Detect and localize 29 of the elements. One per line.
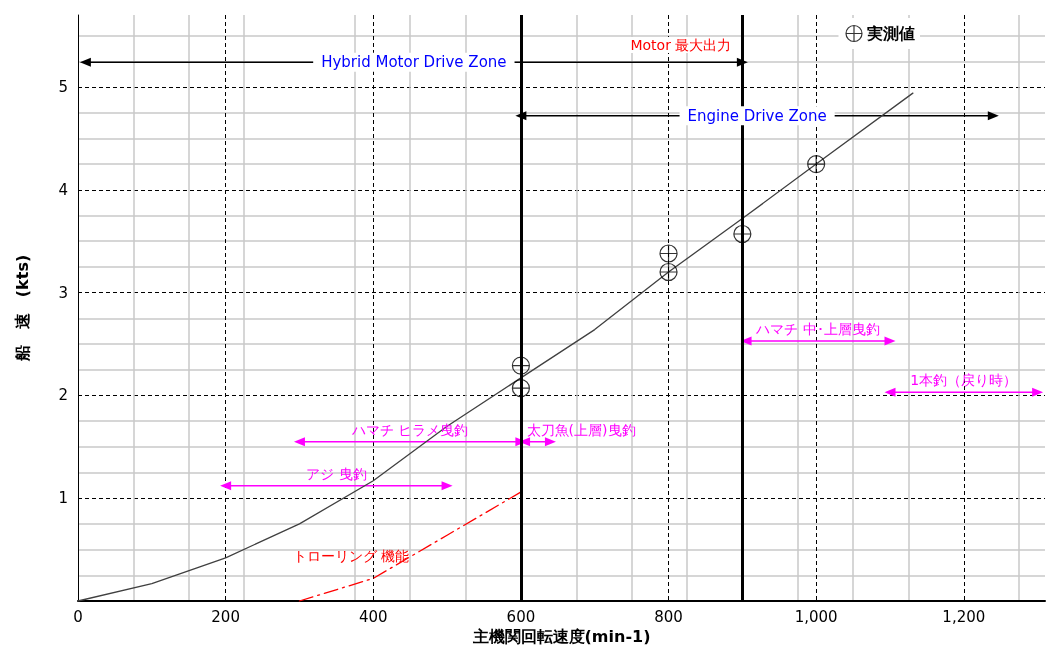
series-label: 1本釣（戻り時） xyxy=(910,372,1018,389)
x-tick-label: 0 xyxy=(73,607,83,626)
point xyxy=(807,154,826,174)
series-label: ハマチ 中･上層曳釣 xyxy=(755,320,880,337)
x-tick-label: 200 xyxy=(211,607,240,626)
series-label: Hybrid Motor Drive Zone xyxy=(321,53,507,72)
point xyxy=(511,356,530,375)
series-label: アジ 曳釣 xyxy=(306,465,367,482)
y-tick-label: 3 xyxy=(58,283,68,302)
y-tick-label: 2 xyxy=(58,386,68,405)
x-axis-title: 主機関回転速度(min-1) xyxy=(471,627,651,647)
y-axis-title: 船 速 (kts) xyxy=(12,254,32,363)
line-series xyxy=(298,491,522,602)
y-tick-label: 5 xyxy=(58,77,68,96)
series-label: トローリング 機能 xyxy=(293,548,410,565)
series-label: Engine Drive Zone xyxy=(687,106,827,125)
ref-line-label: Motor 最大出力 xyxy=(630,37,732,53)
y-tick-label: 4 xyxy=(58,180,68,199)
point xyxy=(733,224,752,244)
point xyxy=(511,379,530,398)
series-label: 太刀魚(上層)曳釣 xyxy=(526,421,636,438)
x-tick-label: 800 xyxy=(654,607,683,626)
x-tick-label: 400 xyxy=(358,607,388,626)
x-tick-label: 1,200 xyxy=(942,607,986,626)
x-tick-label: 600 xyxy=(506,607,536,626)
series-label: ハマチ ヒラメ曳釣 xyxy=(350,421,469,438)
y-tick-label: 1 xyxy=(58,489,68,508)
legend-label: 実測値 xyxy=(866,24,915,43)
x-tick-label: 1,000 xyxy=(794,607,838,626)
